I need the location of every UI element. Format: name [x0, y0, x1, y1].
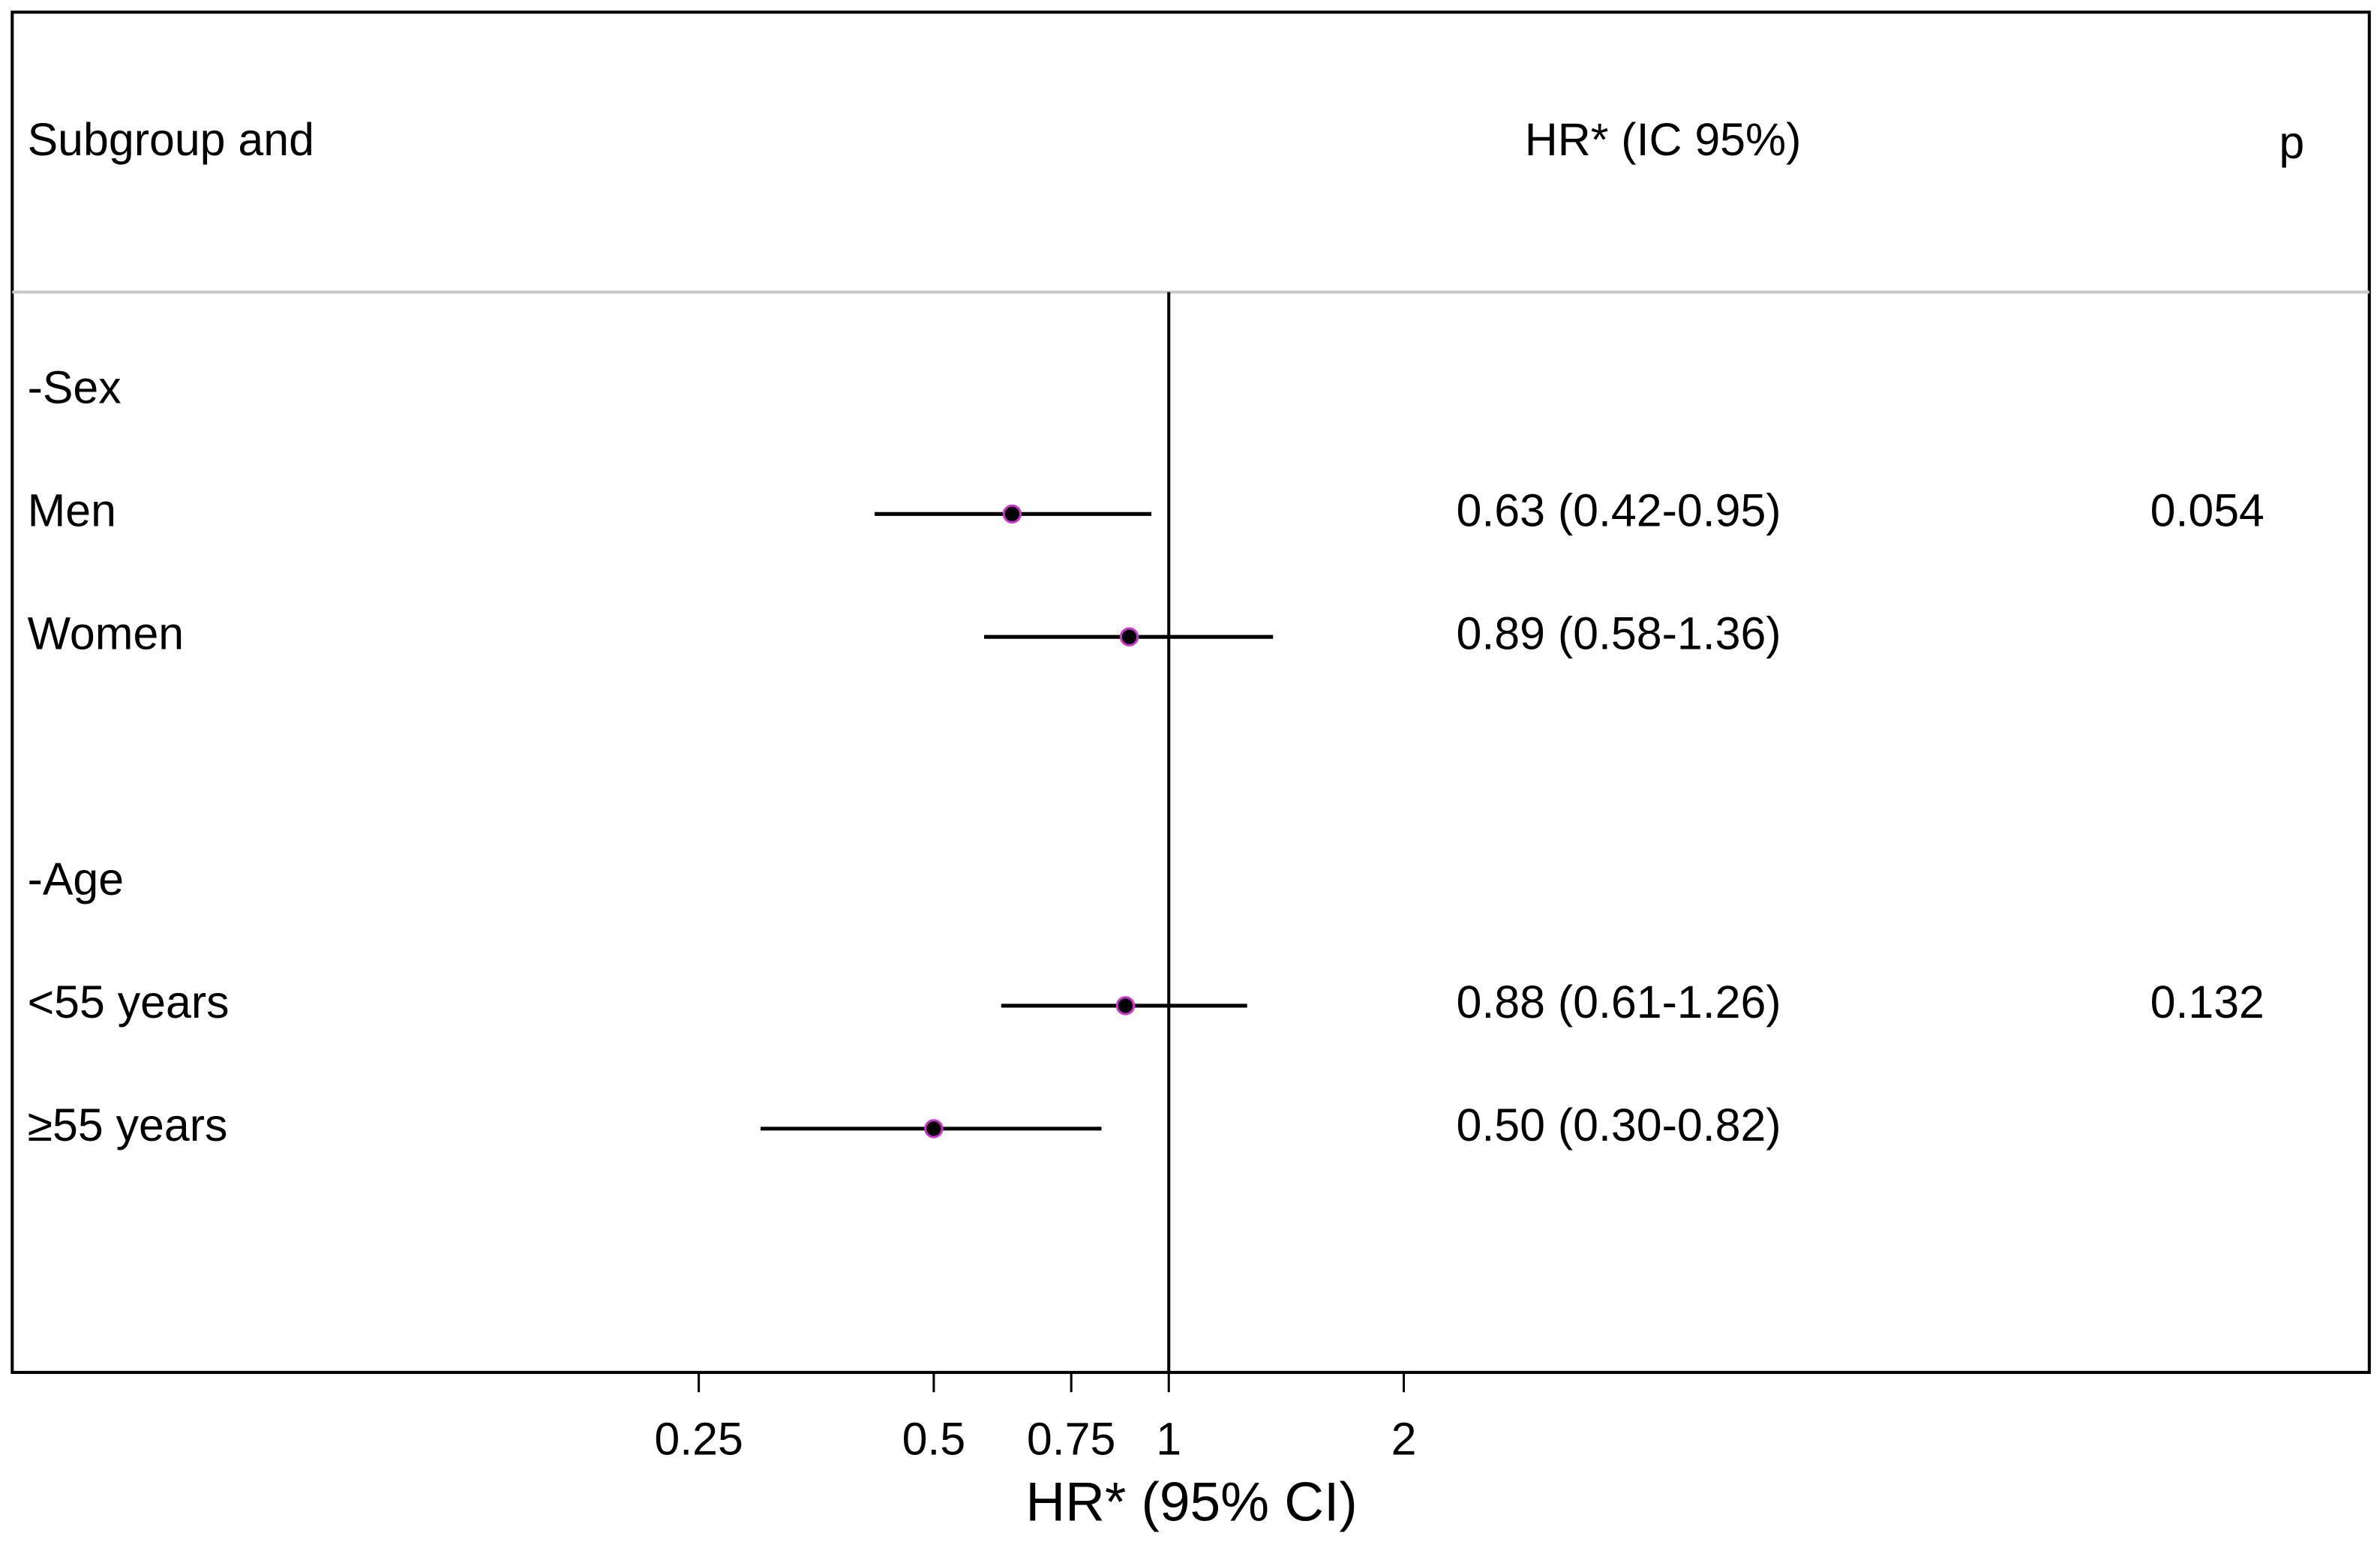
row-label: <55 years — [28, 976, 230, 1028]
row-label: Women — [28, 608, 185, 658]
estimate-label: 0.89 (0.58-1.36) — [1457, 608, 1781, 658]
x-tick-label: 1 — [1156, 1413, 1181, 1464]
x-tick-label: 0.5 — [902, 1413, 966, 1464]
header-estimate: HR* (IC 95%) — [1525, 114, 1802, 165]
point-estimate — [1115, 996, 1136, 1016]
x-tick-label: 0.25 — [654, 1413, 743, 1464]
row-label: ≥55 years — [28, 1100, 228, 1150]
point-estimate — [1119, 627, 1139, 646]
estimate-label: 0.50 (0.30-0.82) — [1457, 1100, 1781, 1150]
point-estimate — [924, 1119, 944, 1138]
estimate-label: 0.63 (0.42-0.95) — [1457, 484, 1781, 536]
header-subgroup: Subgroup and — [28, 114, 314, 165]
row-label: -Age — [28, 854, 125, 904]
p-value: 0.054 — [2150, 484, 2264, 536]
x-axis-label: HR* (95% CI) — [1025, 1472, 1357, 1533]
row-label: -Sex — [28, 362, 122, 412]
x-tick-label: 0.75 — [1027, 1413, 1115, 1464]
header-p: p — [2279, 117, 2304, 168]
p-value: 0.132 — [2150, 976, 2264, 1028]
estimate-label: 0.88 (0.61-1.26) — [1457, 976, 1781, 1028]
plot-frame — [11, 10, 2371, 1374]
x-tick-label: 2 — [1391, 1413, 1417, 1464]
point-estimate — [1002, 504, 1022, 524]
row-label: Men — [28, 484, 116, 536]
